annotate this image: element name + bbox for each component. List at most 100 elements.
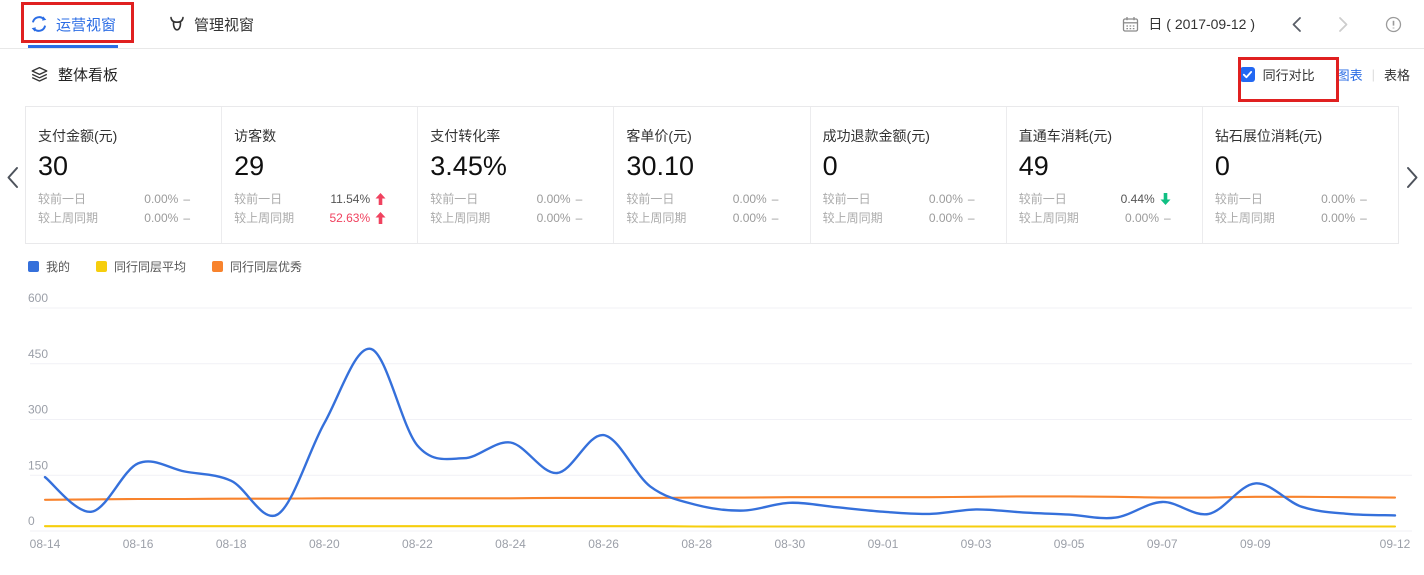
kpi-value: 3.45% (430, 151, 507, 181)
kpi-card[interactable]: 客单价(元) 30.10 较前一日 0.00% – 较上周同期 0.00% – (613, 107, 809, 243)
kpi-card[interactable]: 直通车消耗(元) 49 较前一日 0.44% 较上周同期 0.00% – (1005, 107, 1202, 243)
kpi-compare-label: 较前一日 (38, 192, 87, 207)
operations-view-icon (30, 15, 48, 33)
x-tick-label: 08-24 (495, 537, 526, 551)
board-title: 整体看板 (30, 48, 118, 100)
kpi-title: 支付转化率 (430, 128, 501, 144)
notice-button[interactable] (1385, 16, 1402, 33)
kpi-compare-row: 较上周同期 0.00% – (823, 212, 975, 224)
y-tick-label: 300 (28, 403, 48, 417)
legend-item[interactable]: 同行同层平均 (96, 258, 186, 275)
board-title-text: 整体看板 (58, 66, 119, 84)
kpi-compare-value-group: 0.00% – (1321, 212, 1367, 224)
overall-board-header: 整体看板 同行对比 图表 | 表格 (0, 48, 1424, 100)
kpi-compare-value-group: 0.00% – (1321, 193, 1367, 205)
up-arrow-icon (375, 193, 386, 206)
series-line-0 (43, 347, 1397, 520)
kpi-card[interactable]: 访客数 29 较前一日 11.54% 较上周同期 52.63% (221, 107, 417, 243)
kpi-compare-value-group: 11.54% (330, 193, 386, 206)
next-date-button[interactable] (1338, 16, 1349, 33)
peer-compare-checkbox[interactable] (1239, 66, 1255, 82)
kpi-compare-row: 较前一日 0.44% (1018, 192, 1171, 207)
active-tab-underline (28, 45, 119, 48)
kpi-compare-label: 较前一日 (822, 192, 871, 207)
kpi-title: 直通车消耗(元) (1018, 128, 1113, 144)
kpi-compare-value-group: 0.00% – (537, 193, 583, 205)
layers-icon (30, 65, 49, 84)
view-table-link[interactable]: 表格 (1383, 67, 1410, 83)
kpi-compare-value-group: 0.00% – (1125, 212, 1171, 224)
management-view-icon (168, 15, 186, 33)
cards-prev-button[interactable] (6, 166, 19, 189)
kpi-compare-label: 较上周同期 (1214, 211, 1275, 226)
x-tick-label: 09-01 (868, 537, 899, 551)
x-tick-label: 08-22 (402, 537, 433, 551)
y-tick-label: 150 (28, 458, 48, 472)
kpi-compare-label: 较前一日 (430, 192, 479, 207)
kpi-compare-row: 较上周同期 0.00% – (430, 212, 582, 224)
trend-line-chart[interactable]: 0 150 300 450 600 08-14 08-16 08-18 08-20 08-22 08… (0, 288, 1424, 575)
kpi-compare-label: 较前一日 (1214, 192, 1263, 207)
flat-dash-icon: – (575, 211, 583, 226)
kpi-card[interactable]: 成功退款金额(元) 0 较前一日 0.00% – 较上周同期 0.00% – (809, 107, 1006, 243)
chevron-left-icon (6, 166, 19, 189)
kpi-compare-value: 0.00% (536, 211, 571, 226)
legend-swatch-icon (28, 261, 39, 272)
legend-swatch-icon (96, 261, 108, 272)
flat-dash-icon: – (771, 192, 779, 207)
kpi-compare-value-group: 0.00% – (929, 193, 975, 205)
flat-dash-icon: – (183, 211, 190, 226)
kpi-compare-row: 较前一日 0.00% – (38, 193, 190, 205)
legend-item[interactable]: 同行同层优秀 (212, 258, 302, 275)
kpi-compare-row: 较上周同期 0.00% – (626, 212, 778, 224)
board-header-controls: 同行对比 图表 | 表格 (1239, 48, 1410, 100)
flat-dash-icon: – (183, 192, 190, 207)
kpi-compare-rows: 较前一日 0.00% – 较上周同期 0.00% – (823, 193, 975, 224)
legend-swatch-icon (212, 261, 224, 272)
kpi-title: 成功退款金额(元) (822, 128, 930, 144)
kpi-value: 30.10 (626, 151, 694, 181)
flat-dash-icon: – (771, 211, 779, 226)
chart-legend: 我的 同行同层平均 同行同层优秀 (28, 258, 302, 275)
down-arrow-icon (1160, 193, 1171, 206)
tab-operations-label: 运营视窗 (56, 16, 117, 34)
kpi-card[interactable]: 支付转化率 3.45% 较前一日 0.00% – 较上周同期 0.00% – (417, 107, 613, 243)
kpi-card[interactable]: 支付金额(元) 30 较前一日 0.00% – 较上周同期 0.00% – (26, 107, 221, 243)
kpi-compare-row: 较上周同期 0.00% – (1019, 212, 1171, 224)
legend-item[interactable]: 我的 (28, 258, 70, 275)
kpi-compare-label: 较前一日 (1018, 192, 1067, 207)
kpi-compare-row: 较上周同期 0.00% – (1215, 212, 1367, 224)
view-chart-link[interactable]: 图表 (1336, 67, 1363, 83)
kpi-value: 49 (1018, 151, 1049, 181)
kpi-compare-rows: 较前一日 0.44% 较上周同期 0.00% – (1019, 193, 1171, 224)
topbar: 运营视窗 管理视窗 (0, 0, 1424, 49)
cards-next-button[interactable] (1406, 166, 1419, 189)
kpi-compare-label: 较上周同期 (1018, 211, 1079, 226)
x-tick-label: 09-03 (961, 537, 992, 551)
kpi-card[interactable]: 钻石展位消耗(元) 0 较前一日 0.00% – 较上周同期 0.00% – (1201, 107, 1398, 243)
kpi-compare-row: 较前一日 0.00% – (823, 193, 975, 205)
kpi-compare-value: 52.63% (329, 211, 371, 226)
y-tick-label: 0 (28, 514, 35, 528)
kpi-compare-value: 0.00% (928, 211, 963, 226)
prev-date-button[interactable] (1291, 16, 1302, 33)
kpi-compare-value-group: 0.00% – (144, 212, 190, 224)
tab-operations-view[interactable]: 运营视窗 (28, 0, 119, 48)
x-tick-label: 08-14 (30, 537, 61, 551)
kpi-compare-row: 较上周同期 0.00% – (38, 212, 190, 224)
peer-compare-toggle[interactable]: 同行对比 (1239, 65, 1315, 84)
peer-compare-label[interactable]: 同行对比 (1262, 67, 1315, 83)
date-picker[interactable]: 日 ( 2017-09-12 ) (1122, 14, 1255, 34)
kpi-compare-label: 较前一日 (626, 192, 675, 207)
flat-dash-icon: – (1164, 211, 1171, 226)
x-tick-label: 09-12 (1380, 537, 1411, 551)
view-toggle-separator: | (1371, 66, 1375, 82)
y-tick-label: 450 (28, 347, 48, 361)
date-label: 日 ( 2017-09-12 ) (1148, 16, 1255, 32)
series-line-2 (43, 495, 1397, 501)
kpi-compare-rows: 较前一日 0.00% – 较上周同期 0.00% – (38, 193, 190, 224)
kpi-compare-value-group: 0.00% – (144, 193, 190, 205)
kpi-compare-rows: 较前一日 0.00% – 较上周同期 0.00% – (430, 193, 582, 224)
kpi-compare-value: 0.44% (1120, 192, 1155, 207)
tab-management-view[interactable]: 管理视窗 (168, 0, 254, 48)
